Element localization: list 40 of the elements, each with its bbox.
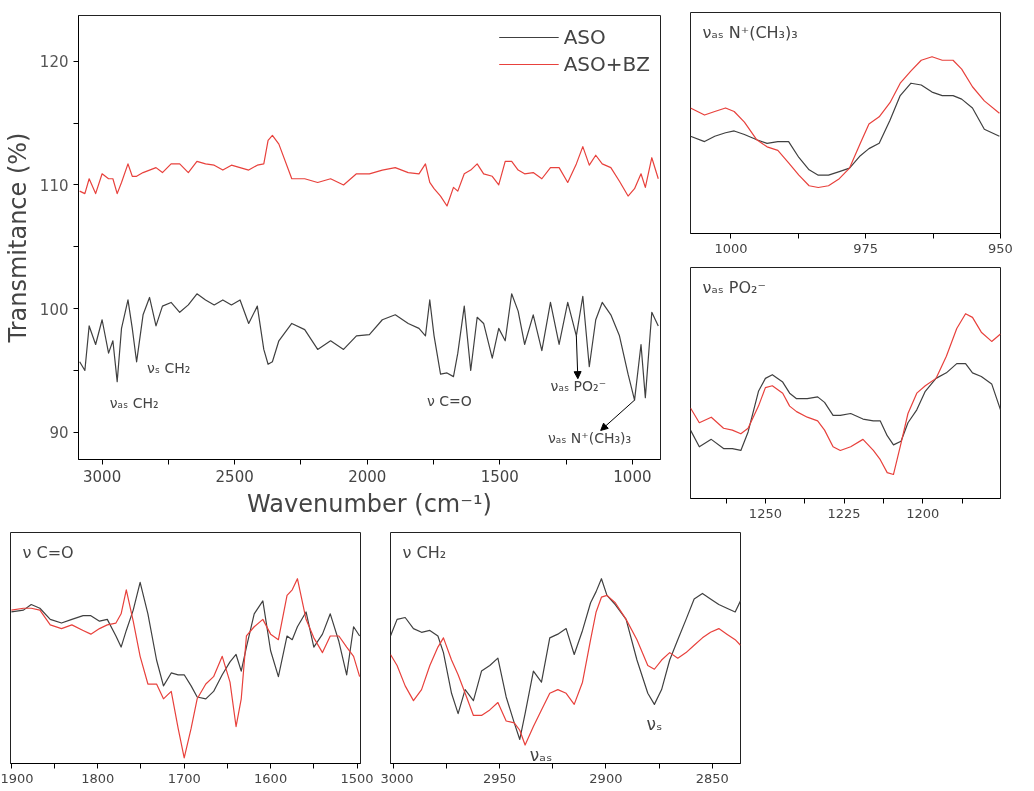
x-tick-label: 1500 (340, 770, 374, 786)
y-axis-title: Transmitance (%) (3, 132, 32, 344)
x-tick-label: 3000 (380, 770, 414, 786)
x-tick-label: 1250 (748, 505, 782, 521)
x-tick-label: 1800 (81, 770, 115, 786)
x-tick-label: 950 (988, 240, 1013, 256)
x-tick-label: 975 (853, 240, 879, 256)
annotation: νₛ CH₂ (146, 359, 191, 376)
legend-label: ASO+BZ (563, 52, 650, 76)
y-tick-label: 100 (39, 300, 69, 319)
x-tick-label: 2950 (483, 770, 517, 786)
chart-title: νₐₛ PO₂⁻ (702, 277, 766, 297)
x-tick-label: 2850 (695, 770, 729, 786)
y-tick-label: 90 (49, 424, 69, 443)
x-tick-label: 1000 (613, 467, 652, 486)
x-axis-title: Wavenumber (cm⁻¹) (247, 489, 492, 518)
legend-label: ASO (563, 25, 606, 49)
x-tick-label: 2900 (589, 770, 623, 786)
chart-title: ν CH₂ (402, 542, 447, 562)
chart-title: ν C=O (22, 542, 74, 562)
x-tick-label: 1900 (0, 770, 34, 786)
annotation: νₛ (646, 714, 663, 735)
x-tick-label: 1200 (906, 505, 940, 521)
annotation: νₐₛ N⁺(CH₃)₃ (547, 430, 632, 447)
chart-title: νₐₛ N⁺(CH₃)₃ (702, 22, 798, 42)
annotation: ν C=O (427, 392, 472, 409)
x-tick-label: 2000 (348, 467, 387, 486)
x-tick-label: 2500 (215, 467, 254, 486)
x-tick-label: 1500 (480, 467, 519, 486)
annotation: νₐₛ CH₂ (109, 394, 159, 411)
line-series (79, 134, 659, 207)
annotation: νₐₛ PO₂⁻ (550, 377, 607, 394)
x-tick-label: 1000 (714, 240, 748, 256)
x-tick-label: 1600 (254, 770, 288, 786)
annotation: νₐₛ (529, 745, 553, 766)
y-tick-label: 110 (39, 176, 69, 195)
x-tick-label: 3000 (83, 467, 122, 486)
y-tick-label: 120 (39, 53, 69, 72)
x-tick-label: 1225 (827, 505, 861, 521)
x-tick-label: 1700 (167, 770, 201, 786)
